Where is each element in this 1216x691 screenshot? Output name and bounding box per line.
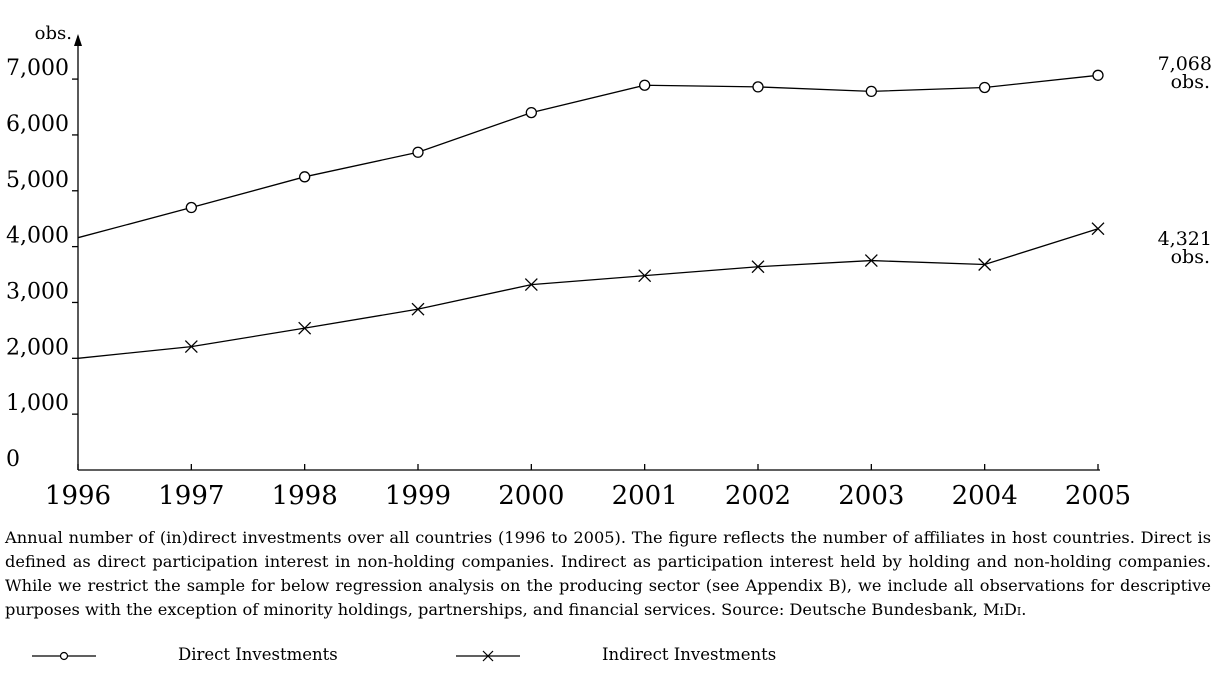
series-line-direct [77, 74, 1099, 239]
data-point-indirect [1091, 222, 1105, 236]
data-point-direct [1092, 69, 1104, 81]
y-tick-label: 5,000 [6, 168, 69, 193]
series-line-indirect [77, 228, 1099, 359]
data-point-indirect [411, 302, 425, 316]
data-point-direct [752, 81, 764, 93]
x-tick-label: 1999 [385, 481, 451, 511]
data-point-direct [979, 81, 991, 94]
data-point-indirect [864, 254, 878, 268]
data-point-indirect [184, 340, 198, 354]
legend-label-indirect: Indirect Investments [602, 645, 777, 664]
data-point-direct [412, 146, 424, 158]
caption-source: MiDi [982, 600, 1022, 619]
data-point-indirect [638, 269, 652, 283]
legend-circle-marker-icon [32, 651, 96, 661]
figure-caption: Annual number of (in)direct investments … [5, 526, 1211, 622]
data-point-indirect [751, 260, 765, 274]
data-point-direct [299, 171, 311, 183]
series-lines [77, 74, 1099, 359]
x-axis-ticks: 1996 1997 1998 1999 2000 2001 2002 2003 2004 2005 [45, 464, 1131, 511]
y-axis-arrow-icon [74, 34, 82, 46]
y-tick-label: 3,000 [6, 279, 69, 304]
annotation-unit: obs. [1171, 246, 1210, 268]
series-markers [184, 69, 1105, 354]
data-point-indirect [524, 278, 538, 292]
y-tick-label: 0 [6, 447, 20, 472]
x-tick-label: 2003 [838, 481, 904, 511]
annotation-value: 4,321 [1158, 228, 1212, 250]
x-tick-label: 2005 [1065, 481, 1131, 511]
data-point-indirect [978, 258, 992, 271]
caption-end: . [1021, 600, 1027, 619]
data-point-indirect [298, 321, 312, 335]
data-point-direct [525, 106, 537, 119]
x-tick-label: 1998 [272, 481, 338, 511]
legend-label-direct: Direct Investments [178, 645, 338, 664]
y-tick-label: 4,000 [6, 224, 69, 249]
x-tick-label: 2000 [498, 481, 564, 511]
annotation-unit: obs. [1171, 71, 1210, 93]
x-tick-label: 2004 [952, 481, 1018, 511]
caption-text: Annual number of (in)direct investments … [5, 528, 1211, 619]
chart-axes: obs. [35, 23, 1100, 471]
x-tick-label: 2001 [612, 481, 678, 511]
y-tick-label: 6,000 [6, 112, 69, 137]
y-tick-label: 7,000 [6, 56, 69, 81]
data-point-direct [185, 201, 197, 214]
x-tick-label: 2002 [725, 481, 791, 511]
annotation-value: 7,068 [1158, 53, 1212, 75]
y-axis-ticks: 0 1,000 2,000 3,000 4,000 5,000 6,000 7,000 [6, 56, 78, 472]
line-chart: obs. 0 1,000 2,000 3,000 4,000 5,000 6,000 7,00… [6, 23, 1212, 511]
data-point-direct [639, 79, 651, 91]
x-tick-label: 1997 [158, 481, 224, 511]
y-tick-label: 1,000 [6, 391, 69, 416]
legend-cross-marker-icon [456, 650, 520, 662]
y-tick-label: 2,000 [6, 335, 69, 360]
x-tick-label: 1996 [45, 481, 111, 511]
data-point-direct [865, 85, 877, 98]
y-axis-label: obs. [35, 23, 72, 44]
